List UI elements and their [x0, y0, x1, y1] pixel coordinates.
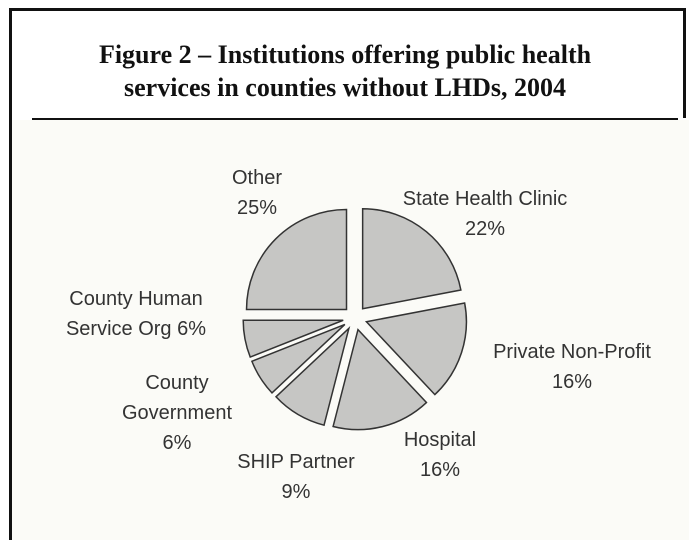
pie-slice-county-government [250, 323, 346, 394]
slice-label-hospital: Hospital 16% [404, 429, 476, 481]
slice-label-line: Other [232, 167, 282, 189]
slice-label-other: Other 25% [232, 167, 282, 219]
figure-title-line-1: Figure 2 – Institutions offering public … [98, 40, 592, 69]
slice-label-line: 22% [465, 218, 505, 240]
slice-label-line: 9% [282, 481, 311, 503]
slice-label-line: Service Org 6% [66, 318, 206, 340]
slice-label-line: SHIP Partner [237, 451, 355, 473]
slice-label-state-health-clinic: State Health Clinic 22% [403, 188, 568, 240]
slice-label-line: State Health Clinic [403, 188, 568, 210]
figure-title: Figure 2 – Institutions offering public … [20, 38, 670, 104]
title-rule [32, 118, 678, 120]
pie-slice-ship-partner [274, 326, 351, 427]
slice-label-ship-partner: SHIP Partner 9% [237, 451, 355, 503]
pie-slice-state-health-clinic [361, 208, 462, 310]
pie-slice-hospital [332, 328, 428, 431]
slice-label-line: County Human [69, 288, 202, 310]
pie-slice-other [245, 208, 348, 311]
slice-label-private-non-profit: Private Non-Profit 16% [493, 341, 651, 393]
slice-label-line: 25% [237, 197, 277, 219]
slice-label-line: 16% [552, 371, 592, 393]
pie-slice-private-non-profit [364, 302, 468, 396]
pie-slice-county-human-service-org [242, 319, 344, 359]
slice-label-line: Government [122, 402, 232, 424]
slice-label-county-government: County Government 6% [122, 372, 232, 454]
slice-label-line: 6% [163, 432, 192, 454]
slice-label-line: County [145, 372, 208, 394]
slice-label-line: 16% [420, 459, 460, 481]
frame-border-right [683, 8, 686, 118]
slice-label-county-human-service-org: County Human Service Org 6% [66, 288, 206, 340]
frame-border-left [9, 8, 12, 540]
slice-label-line: Hospital [404, 429, 476, 451]
chart-background [12, 120, 689, 540]
slice-label-line: Private Non-Profit [493, 341, 651, 363]
figure-title-line-2: services in counties without LHDs, 2004 [124, 73, 566, 102]
frame-border-top [9, 8, 686, 11]
